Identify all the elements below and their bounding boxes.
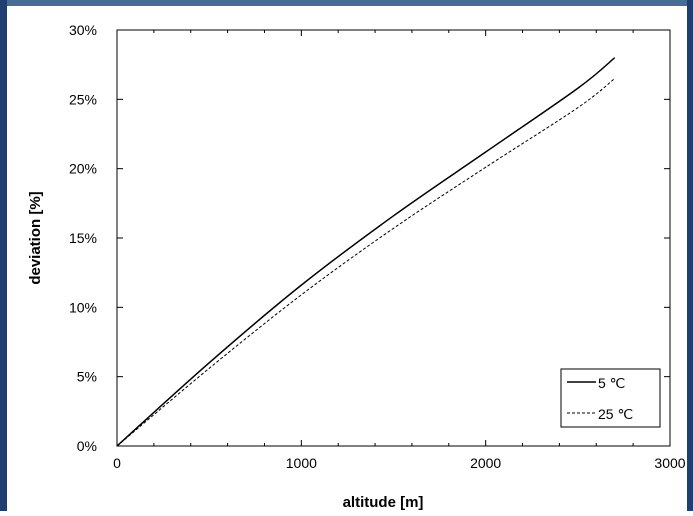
y-tick-label: 20% <box>69 161 97 177</box>
x-tick-label: 1000 <box>286 455 317 471</box>
series-line-5c <box>116 57 616 447</box>
series-layer <box>116 57 616 447</box>
legend-label-25c: 25 ℃ <box>598 406 633 422</box>
x-axis-label: altitude [m] <box>343 494 424 511</box>
series-line-25c <box>116 78 616 447</box>
frame-top-edge <box>0 0 693 6</box>
legend-label-5c: 5 ℃ <box>598 375 625 391</box>
y-tick-label: 25% <box>69 91 97 107</box>
y-tick-label: 15% <box>69 230 97 246</box>
frame-right-edge <box>687 0 693 511</box>
legend: 5 ℃ 25 ℃ <box>560 368 661 428</box>
frame-left-edge <box>0 0 7 511</box>
y-tick-label: 5% <box>77 369 97 385</box>
y-tick-label: 10% <box>69 299 97 315</box>
y-tick-label: 0% <box>77 438 97 454</box>
axis-ticks: 0% 5% 10% 15% 20% 25% 30% 0 1000 2000 3000 <box>69 22 686 471</box>
x-tick-label: 3000 <box>654 455 685 471</box>
x-tick-label: 0 <box>113 455 121 471</box>
legend-box <box>560 368 661 428</box>
x-tick-label: 2000 <box>470 455 501 471</box>
y-tick-label: 30% <box>69 22 97 38</box>
y-axis-label: deviation [%] <box>27 191 44 284</box>
